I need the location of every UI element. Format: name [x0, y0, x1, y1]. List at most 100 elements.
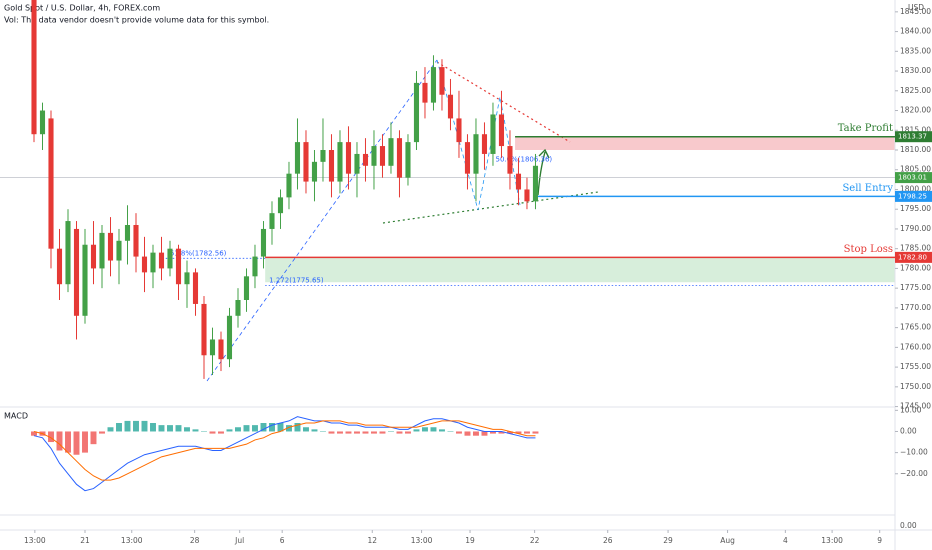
macd-histogram-bar	[320, 431, 326, 432]
macd-histogram-bar	[218, 431, 224, 434]
macd-histogram-bar	[116, 423, 122, 432]
candle-body	[218, 339, 224, 360]
macd-histogram-bar	[422, 427, 428, 432]
candle-body	[184, 272, 190, 285]
candle-body	[490, 114, 496, 154]
macd-histogram-bar	[269, 423, 275, 432]
arrow	[537, 151, 546, 196]
x-tick-label: 13:00	[24, 536, 46, 545]
candle-body	[320, 150, 326, 162]
x-tick-label: 12	[368, 536, 378, 545]
subtitle: Vol: The data vendor doesn't provide vol…	[4, 16, 269, 25]
macd-histogram-bar	[73, 431, 80, 455]
arrow-head	[538, 148, 550, 159]
candle-body	[90, 244, 97, 269]
candle-body	[31, 0, 37, 135]
y-tick-label: 1820.00	[900, 106, 931, 115]
candle-body	[73, 228, 80, 316]
macd-histogram-bar	[226, 429, 233, 432]
candle-body	[328, 150, 335, 182]
candle-body	[99, 232, 105, 269]
level-name: Sell Entry	[842, 183, 893, 194]
x-tick-label: Jul	[234, 536, 244, 545]
macd-histogram-bar	[354, 431, 360, 434]
macd-histogram-bar	[523, 431, 530, 434]
candle-body	[39, 110, 46, 135]
y-tick-label: 1810.00	[900, 145, 931, 154]
macd-line	[33, 420, 536, 481]
candle-body	[260, 228, 267, 257]
candle-body	[294, 142, 301, 174]
y-tick-label: 1745.00	[900, 402, 931, 411]
candle-body	[167, 248, 173, 269]
macd-histogram-bar	[99, 431, 105, 434]
macd-histogram-bar	[167, 425, 173, 432]
trend-line	[206, 59, 438, 382]
macd-histogram-bar	[65, 431, 71, 453]
price-box-label: 1798.25	[898, 192, 927, 200]
macd-histogram-bar	[379, 431, 386, 434]
candle-body	[362, 153, 369, 166]
y-tick-label: 0.00	[900, 521, 917, 530]
candle-body	[116, 240, 122, 261]
x-tick-label: 13:00	[821, 536, 843, 545]
candle-body	[481, 134, 488, 154]
macd-histogram-bar	[124, 420, 131, 432]
macd-histogram-bar	[489, 431, 496, 434]
fib-label: 1.272(1775.65)	[269, 277, 324, 285]
candle-body	[456, 118, 462, 143]
x-tick-label: 22	[530, 536, 540, 545]
macd-histogram-bar	[532, 431, 539, 434]
candle-body	[303, 142, 309, 182]
macd-histogram-bar	[472, 431, 479, 436]
candle-body	[133, 225, 139, 257]
macd-histogram-bar	[133, 420, 139, 432]
y-tick-label: 1795.00	[900, 204, 931, 213]
price-box	[895, 131, 932, 143]
candle-body	[235, 300, 241, 316]
macd-histogram-bar	[107, 427, 114, 432]
candle-body	[515, 173, 522, 190]
level-name: Take Profit	[838, 123, 893, 134]
x-tick-label: 28	[190, 536, 200, 545]
macd-histogram-bar	[439, 429, 445, 432]
trend-line	[382, 191, 599, 224]
candle-body	[209, 339, 216, 356]
candle-body	[447, 94, 454, 119]
y-tick-label: 1800.00	[900, 184, 931, 193]
x-tick-label: 4	[783, 536, 788, 545]
candle-body	[422, 82, 428, 103]
macd-histogram-bar	[48, 431, 54, 443]
price-box	[895, 190, 932, 202]
macd-histogram-bar	[430, 427, 437, 432]
candle-body	[337, 142, 343, 182]
candle-body	[532, 165, 539, 202]
candle-body	[124, 225, 131, 241]
price-box	[895, 172, 932, 184]
candle-body	[379, 146, 386, 166]
macd-histogram-bar	[82, 431, 88, 453]
macd-histogram-bar	[201, 431, 207, 432]
currency: USD	[908, 3, 924, 12]
macd-histogram-bar	[337, 431, 343, 434]
price-box-label: 1813.37	[898, 133, 927, 141]
fib-label: 50.0%(1806.36)	[496, 155, 553, 163]
x-tick-label: 29	[663, 536, 673, 545]
price-box-label: 1782.80	[898, 253, 927, 261]
macd-histogram-bar	[328, 431, 335, 434]
candle-body	[507, 146, 513, 174]
macd-histogram-bar	[184, 427, 190, 432]
macd-histogram-bar	[294, 423, 301, 432]
y-tick-label: 1835.00	[900, 46, 931, 55]
candle-body	[141, 256, 148, 273]
candle-body	[430, 67, 437, 103]
candle-body	[396, 138, 403, 178]
trend-line	[436, 61, 571, 143]
macd-histogram-bar	[192, 429, 199, 432]
y-tick-label: 1840.00	[900, 27, 931, 36]
candle-body	[464, 142, 471, 174]
x-tick-label: 6	[280, 536, 285, 545]
y-tick-label: 1775.00	[900, 283, 931, 292]
level-name: Stop Loss	[844, 244, 893, 255]
